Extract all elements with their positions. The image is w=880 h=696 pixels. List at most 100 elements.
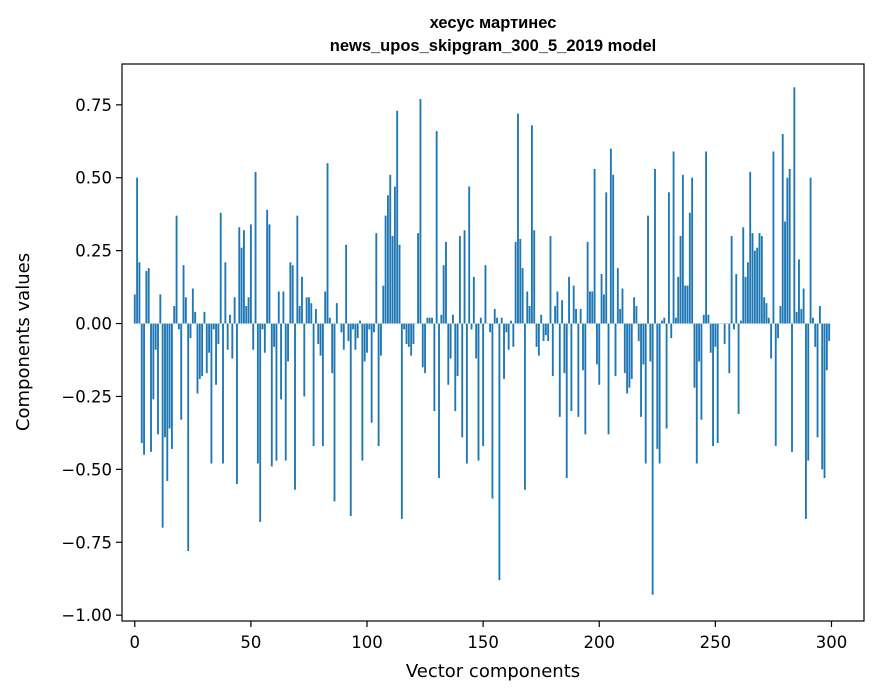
bar-132 [440, 314, 443, 324]
bar-110 [389, 174, 392, 324]
bar-167 [521, 268, 524, 324]
bar-0 [133, 294, 136, 324]
bar-45 [238, 227, 241, 324]
bar-159 [503, 323, 505, 379]
bar-68 [291, 265, 294, 324]
bar-107 [382, 285, 385, 324]
x-axis: 0 50 100 150 200 250 300 [130, 621, 847, 652]
bar-193 [582, 323, 584, 371]
bar-105 [377, 323, 380, 447]
bar-273 [767, 317, 770, 324]
bar-249 [712, 323, 714, 447]
bar-102 [370, 323, 373, 423]
bar-50 [249, 224, 252, 324]
bar-96 [356, 323, 359, 339]
bar-160 [505, 323, 508, 333]
bar-144 [468, 186, 471, 324]
bar-154 [491, 323, 494, 499]
bar-24 [189, 323, 192, 339]
bar-131 [438, 323, 440, 479]
bar-194 [584, 323, 587, 435]
y-tick-label: 0.25 [75, 242, 112, 261]
bar-55 [261, 323, 264, 330]
bar-238 [686, 285, 689, 324]
bar-207 [614, 323, 617, 377]
bar-293 [814, 323, 817, 347]
bar-198 [593, 168, 596, 324]
bar-200 [598, 323, 601, 385]
bar-284 [793, 87, 796, 324]
bar-278 [779, 306, 782, 324]
bar-151 [484, 265, 487, 324]
bar-259 [735, 273, 738, 324]
bar-228 [663, 317, 666, 324]
bar-75 [308, 297, 310, 324]
bar-31 [205, 323, 208, 374]
bar-282 [788, 168, 791, 324]
bar-155 [493, 308, 496, 324]
bar-28 [198, 323, 201, 379]
bar-33 [210, 323, 213, 464]
bar-163 [512, 323, 515, 347]
bar-3 [140, 323, 143, 444]
bar-143 [465, 323, 468, 464]
bar-219 [642, 323, 645, 365]
bar-69 [294, 323, 296, 490]
bar-290 [807, 323, 810, 461]
bar-43 [233, 297, 236, 324]
bar-5 [145, 271, 148, 324]
bar-127 [428, 317, 431, 324]
bar-174 [537, 323, 540, 356]
bar-188 [570, 323, 573, 412]
bar-139 [456, 323, 459, 377]
bar-191 [577, 323, 580, 417]
bar-261 [739, 320, 742, 324]
bar-164 [514, 241, 517, 324]
bar-214 [630, 323, 633, 379]
bar-187 [568, 276, 570, 324]
bar-246 [705, 151, 708, 324]
y-tick-label: −1.00 [61, 606, 112, 625]
x-axis-label: Vector components [406, 661, 580, 682]
bar-147 [475, 323, 478, 359]
bar-202 [602, 294, 605, 324]
bar-185 [563, 323, 566, 374]
y-axis: −1.00 −0.75 −0.50 −0.25 0.00 0.25 0.50 0.75 [61, 96, 122, 625]
bar-8 [152, 323, 155, 400]
bar-291 [809, 177, 812, 324]
bar-26 [194, 311, 197, 324]
bar-285 [795, 311, 798, 324]
bar-173 [535, 323, 538, 347]
bar-29 [201, 323, 204, 377]
bar-44 [236, 323, 238, 484]
bar-104 [375, 233, 378, 324]
bar-286 [798, 259, 800, 324]
bar-100 [366, 323, 368, 353]
bar-212 [626, 323, 629, 394]
bar-117 [405, 323, 408, 344]
bar-240 [691, 177, 694, 324]
x-tick-label: 100 [351, 633, 383, 652]
bar-153 [489, 323, 492, 333]
bar-92 [347, 323, 350, 342]
bar-13 [164, 323, 166, 438]
bar-72 [301, 276, 303, 324]
bar-189 [572, 285, 575, 324]
bar-276 [774, 323, 777, 447]
bar-199 [596, 323, 598, 365]
bar-80 [319, 323, 322, 356]
bar-162 [510, 320, 512, 324]
bar-149 [479, 317, 482, 324]
bar-232 [672, 151, 675, 324]
bar-161 [507, 323, 510, 350]
bar-176 [542, 323, 545, 342]
bar-236 [681, 174, 684, 324]
bar-195 [586, 241, 589, 324]
bar-6 [147, 268, 150, 324]
bar-25 [191, 288, 194, 324]
bar-211 [623, 323, 626, 374]
bar-60 [273, 323, 276, 347]
bar-234 [677, 276, 680, 324]
bar-181 [554, 306, 557, 324]
